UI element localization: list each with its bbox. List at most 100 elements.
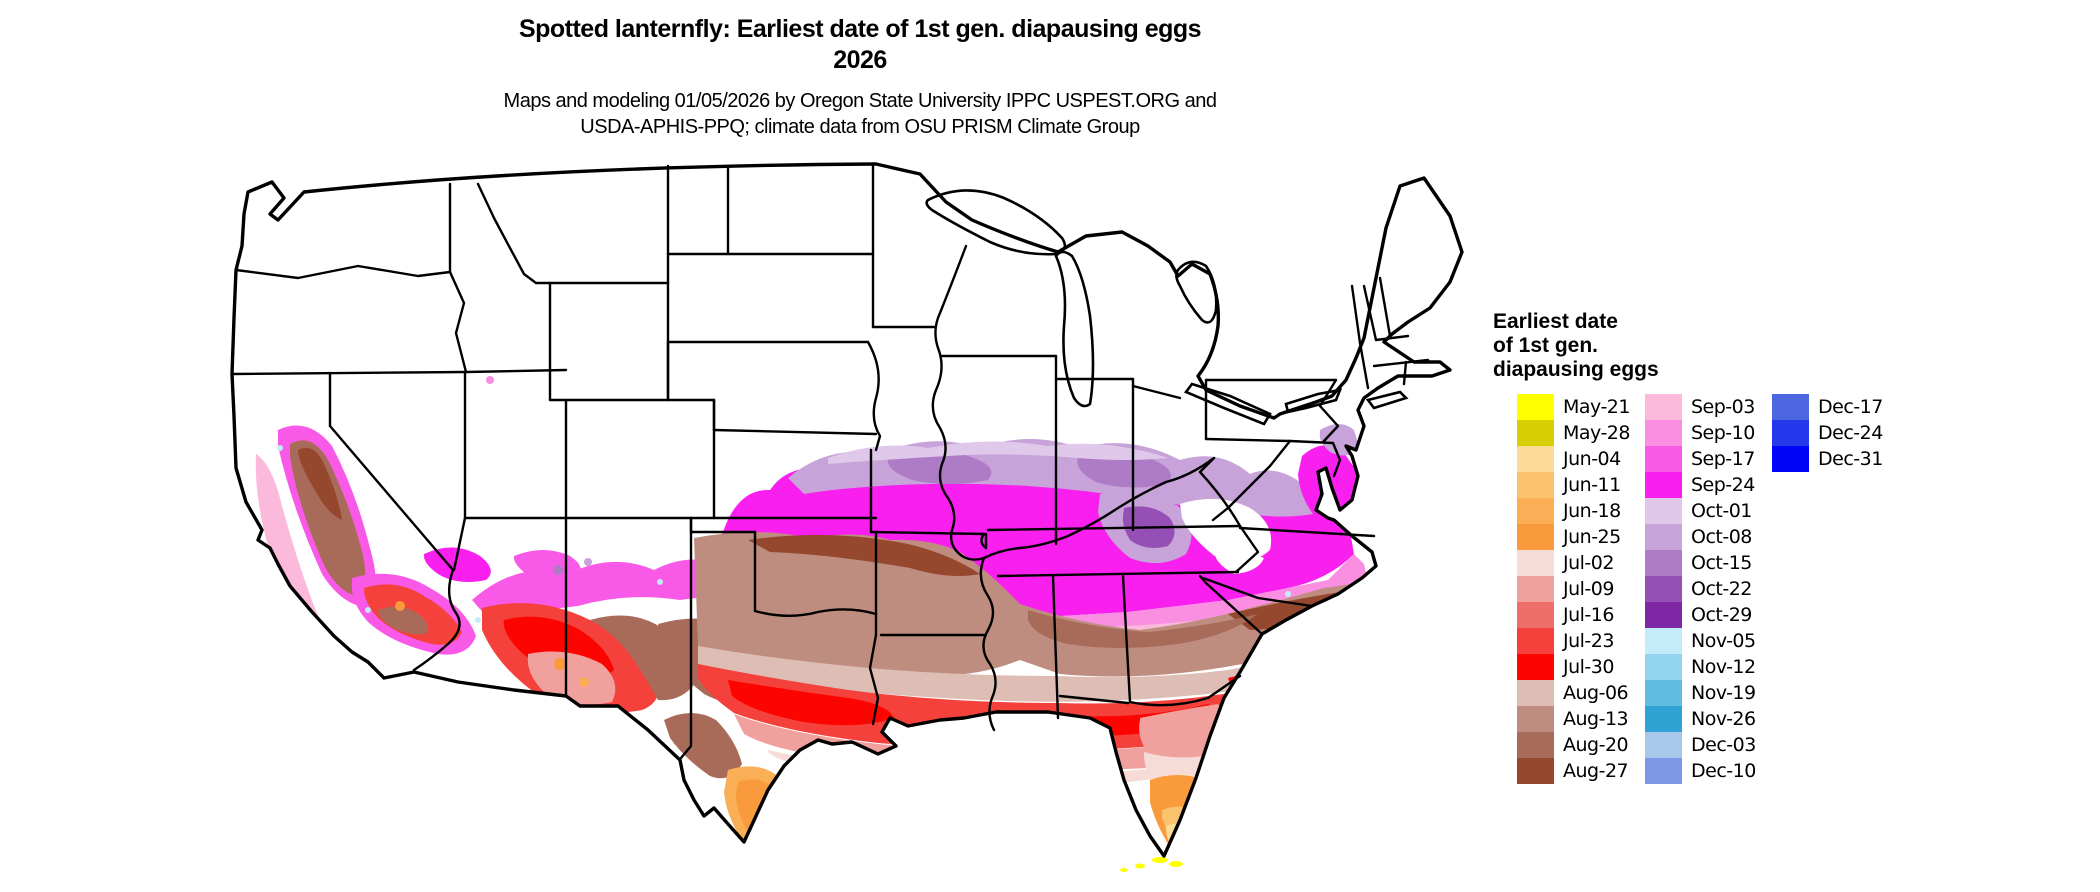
legend-swatch	[1645, 576, 1682, 602]
legend-column-2: Sep-03 Sep-10 Sep-17 Sep-24 Oct-01 Oct-08 Oct-…	[1645, 394, 1756, 784]
us-choropleth-map	[228, 158, 1472, 892]
region-bigbend-brown	[664, 713, 742, 779]
region-appalachia-white	[1180, 498, 1272, 563]
legend-title-line-2: of 1st gen.	[1493, 334, 1599, 357]
legend-swatch	[1645, 732, 1682, 758]
legend-row: Oct-15	[1645, 550, 1756, 576]
legend-label: Aug-20	[1563, 734, 1629, 756]
legend-row: Aug-20	[1517, 732, 1630, 758]
legend-row: Oct-22	[1645, 576, 1756, 602]
lake-michigan	[1054, 250, 1095, 408]
legend-label: Jul-09	[1563, 578, 1614, 600]
legend-swatch	[1772, 446, 1809, 472]
legend-row: Nov-05	[1645, 628, 1756, 654]
speck-cyan-1	[277, 445, 283, 451]
legend-row: May-21	[1517, 394, 1630, 420]
state-boundaries	[230, 162, 1430, 760]
region-brown-pale-strip	[698, 646, 1346, 702]
legend-swatch	[1517, 576, 1554, 602]
legend-label: Aug-06	[1563, 682, 1629, 704]
legend-column-1: May-21 May-28 Jun-04 Jun-11 Jun-18 Jun-25 Jul-…	[1517, 394, 1630, 784]
map-subtitle: Maps and modeling 01/05/2026 by Oregon S…	[210, 88, 1510, 140]
legend-row: Jun-18	[1517, 498, 1630, 524]
legend-label: Aug-27	[1563, 760, 1629, 782]
legend-swatch	[1645, 706, 1682, 732]
legend-label: Oct-08	[1691, 526, 1752, 548]
us-outline	[230, 162, 1464, 858]
legend-column-3: Dec-17 Dec-24 Dec-31	[1772, 394, 1883, 472]
region-purple-core-2	[1077, 450, 1171, 488]
map-legend: Earliest date of 1st gen. diapausing egg…	[1493, 310, 1913, 784]
legend-swatch	[1517, 758, 1554, 784]
legend-label: Jun-25	[1563, 526, 1621, 548]
legend-label: Oct-15	[1691, 552, 1752, 574]
legend-swatch	[1645, 420, 1682, 446]
region-ca-coast-pink	[255, 454, 346, 660]
legend-swatch	[1645, 602, 1682, 628]
legend-label: Nov-12	[1691, 656, 1756, 678]
legend-swatch	[1517, 446, 1554, 472]
legend-row: Nov-26	[1645, 706, 1756, 732]
legend-swatch	[1645, 654, 1682, 680]
legend-label: Jul-16	[1563, 604, 1614, 626]
legend-label: Oct-29	[1691, 604, 1752, 626]
speck-cyan-5	[1285, 591, 1291, 597]
legend-label: Aug-13	[1563, 708, 1629, 730]
legend-row: Jun-11	[1517, 472, 1630, 498]
legend-swatch	[1645, 758, 1682, 784]
legend-row: Jul-02	[1517, 550, 1630, 576]
region-az-salmon	[527, 651, 616, 705]
legend-swatch	[1517, 420, 1554, 446]
legend-label: May-21	[1563, 396, 1630, 418]
legend-label: Dec-17	[1818, 396, 1883, 418]
legend-swatch	[1517, 654, 1554, 680]
legend-swatch	[1517, 680, 1554, 706]
map-title: Spotted lanternfly: Earliest date of 1st…	[210, 14, 1510, 76]
legend-title-line-1: Earliest date	[1493, 310, 1618, 333]
legend-swatch	[1517, 602, 1554, 628]
legend-swatch	[1645, 680, 1682, 706]
subtitle-line-1: Maps and modeling 01/05/2026 by Oregon S…	[503, 90, 1217, 112]
legend-label: Jul-23	[1563, 630, 1614, 652]
legend-row: May-28	[1517, 420, 1630, 446]
speck-cyan-2	[365, 607, 371, 613]
title-line-1: Spotted lanternfly: Earliest date of 1st…	[518, 15, 1202, 43]
legend-label: Sep-17	[1691, 448, 1755, 470]
legend-label: Oct-01	[1691, 500, 1752, 522]
long-island	[1365, 390, 1409, 410]
legend-swatch	[1517, 732, 1554, 758]
florida-keys-yellow	[1120, 857, 1183, 872]
legend-label: Jul-02	[1563, 552, 1614, 574]
legend-row: Aug-27	[1517, 758, 1630, 784]
legend-label: Dec-10	[1691, 760, 1756, 782]
legend-swatch	[1517, 524, 1554, 550]
legend-swatch	[1772, 420, 1809, 446]
legend-swatch	[1645, 550, 1682, 576]
legend-row: Jul-09	[1517, 576, 1630, 602]
legend-swatch	[1645, 472, 1682, 498]
region-purple-core-1	[887, 449, 992, 484]
legend-row: Aug-06	[1517, 680, 1630, 706]
legend-label: Sep-03	[1691, 396, 1755, 418]
region-az-orange-speck-1	[554, 658, 566, 670]
legend-row: Sep-10	[1645, 420, 1756, 446]
region-socal-brown	[378, 606, 428, 635]
legend-title-line-3: diapausing eggs	[1493, 358, 1659, 381]
legend-row: Dec-03	[1645, 732, 1756, 758]
legend-swatch	[1645, 628, 1682, 654]
region-brown-mid-streak	[1028, 610, 1258, 648]
legend-row: Nov-12	[1645, 654, 1756, 680]
us-map-svg	[230, 162, 1464, 872]
legend-swatch	[1517, 706, 1554, 732]
legend-swatch	[1645, 524, 1682, 550]
legend-label: Nov-19	[1691, 682, 1756, 704]
title-line-2: 2026	[833, 46, 887, 74]
legend-row: Aug-13	[1517, 706, 1630, 732]
legend-label: Oct-22	[1691, 578, 1752, 600]
legend-label: Nov-26	[1691, 708, 1756, 730]
region-red-core-tx	[728, 680, 894, 726]
legend-title: Earliest date of 1st gen. diapausing egg…	[1493, 310, 1913, 382]
legend-swatch	[1645, 498, 1682, 524]
region-socal-orange-speck	[395, 601, 405, 611]
